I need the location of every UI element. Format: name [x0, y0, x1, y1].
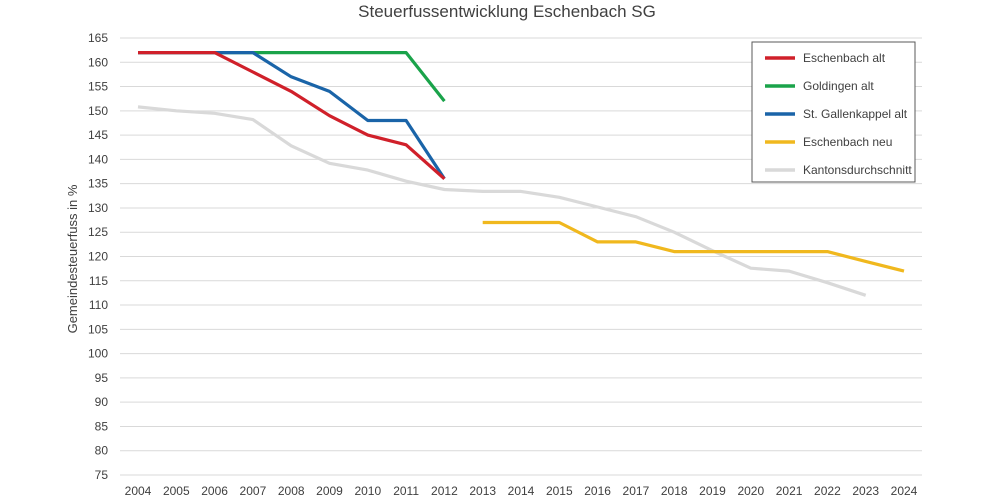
- x-tick-labels: 2004 2005 2006 2007 2008 2009 2010 2011 2012 2013…: [125, 484, 918, 498]
- y-tick-label: 115: [89, 274, 108, 288]
- y-tick-label: 140: [88, 152, 108, 166]
- y-tick-label: 110: [89, 298, 108, 312]
- y-tick-label: 95: [95, 371, 109, 385]
- legend: Eschenbach alt Goldingen alt St. Gallenkap…: [751, 41, 916, 183]
- x-tick-label: 2013: [469, 484, 496, 498]
- y-tick-label: 150: [88, 104, 108, 118]
- y-tick-label: 85: [95, 419, 109, 433]
- y-tick-label: 100: [88, 347, 108, 361]
- y-tick-label: 90: [95, 395, 109, 409]
- legend-entry: Goldingen alt: [803, 79, 874, 93]
- series-line-3: [482, 220, 905, 273]
- y-tick-label: 120: [88, 250, 108, 264]
- x-tick-label: 2010: [354, 484, 381, 498]
- x-tick-label: 2008: [278, 484, 305, 498]
- y-axis-label: Gemeindesteuerfuss in %: [65, 184, 80, 333]
- x-tick-label: 2005: [163, 484, 190, 498]
- legend-entry: Eschenbach alt: [803, 51, 886, 65]
- x-tick-label: 2011: [393, 484, 419, 498]
- y-tick-label: 145: [88, 128, 108, 142]
- legend-entry: Kantonsdurchschnitt: [803, 163, 912, 177]
- y-tick-label: 130: [88, 201, 108, 215]
- x-tick-label: 2022: [814, 484, 841, 498]
- x-tick-label: 2015: [546, 484, 573, 498]
- legend-box: [751, 41, 916, 183]
- x-tick-label: 2020: [737, 484, 764, 498]
- x-tick-label: 2004: [125, 484, 152, 498]
- y-tick-label: 125: [88, 225, 108, 239]
- x-tick-label: 2009: [316, 484, 343, 498]
- x-tick-label: 2006: [201, 484, 228, 498]
- y-tick-label: 155: [88, 80, 108, 94]
- x-tick-label: 2012: [431, 484, 458, 498]
- x-tick-label: 2007: [240, 484, 267, 498]
- y-tick-label: 165: [88, 31, 108, 45]
- y-tick-labels: 75 80 85 90 95 100 105 110 115 120 125 130 135 140 145…: [88, 31, 108, 482]
- y-tick-label: 75: [95, 468, 109, 482]
- x-tick-label: 2023: [852, 484, 879, 498]
- chart-title: Steuerfussentwicklung Eschenbach SG: [358, 2, 656, 21]
- x-tick-label: 2024: [891, 484, 918, 498]
- y-tick-label: 105: [88, 322, 108, 336]
- legend-entry: Eschenbach neu: [803, 135, 892, 149]
- y-tick-label: 80: [95, 444, 109, 458]
- x-tick-label: 2018: [661, 484, 688, 498]
- x-tick-label: 2014: [508, 484, 535, 498]
- series-line-0: [138, 50, 446, 180]
- series-line-4: [137, 105, 867, 297]
- y-tick-label: 160: [88, 55, 108, 69]
- series-lines: [137, 50, 905, 297]
- y-tick-label: 135: [88, 177, 108, 191]
- x-tick-label: 2019: [699, 484, 726, 498]
- x-tick-label: 2021: [776, 484, 803, 498]
- x-tick-label: 2016: [584, 484, 611, 498]
- legend-entry: St. Gallenkappel alt: [803, 107, 908, 121]
- x-tick-label: 2017: [623, 484, 650, 498]
